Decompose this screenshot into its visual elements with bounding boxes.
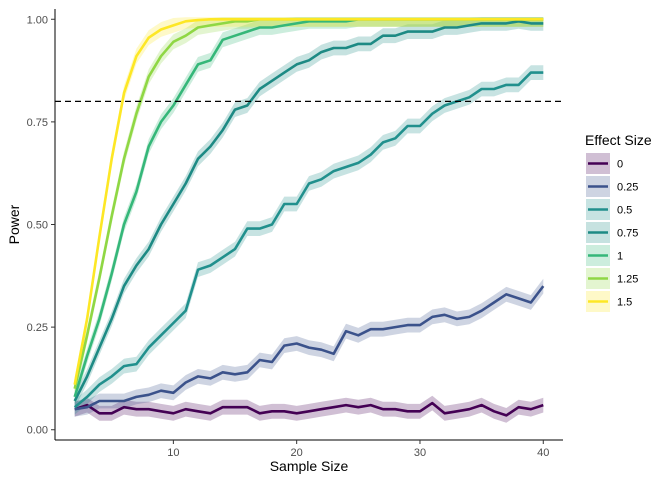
band-series-2: [74, 65, 544, 415]
x-tick-label: 20: [291, 447, 303, 459]
y-tick-label: 0.25: [27, 322, 48, 334]
x-axis-ticks: 10 20 30 40: [167, 440, 549, 459]
confidence-bands: [74, 17, 544, 423]
band-series-5: [74, 17, 544, 397]
line-series-4: [73, 17, 544, 398]
x-tick-label: 10: [167, 447, 179, 459]
band-series-6: [74, 17, 544, 392]
legend-label: 1: [617, 251, 623, 263]
legend-label: 0.5: [617, 205, 632, 217]
y-axis-title: Power: [6, 204, 22, 244]
y-axis-ticks: 0.00 0.25 0.50 0.75 1.00: [27, 14, 55, 437]
legend-title: Effect Size: [585, 132, 652, 148]
y-tick-label: 1.00: [27, 14, 48, 26]
legend-label: 1.25: [617, 274, 638, 286]
y-tick-label: 0.00: [27, 425, 48, 437]
line-series-2: [73, 71, 544, 409]
x-tick-label: 40: [537, 447, 549, 459]
legend-label: 0.25: [617, 182, 638, 194]
x-axis-title: Sample Size: [270, 458, 349, 474]
legend-label: 0: [617, 159, 623, 171]
x-tick-label: 30: [414, 447, 426, 459]
legend-label: 0.75: [617, 228, 638, 240]
line-series-6: [73, 17, 544, 385]
line-series-5: [73, 17, 544, 389]
line-series-0: [74, 401, 544, 417]
line-series-3: [73, 19, 544, 402]
series-lines: [73, 17, 545, 417]
line-series-1: [74, 285, 545, 411]
band-series-0: [74, 395, 544, 423]
legend-items: 0 0.25 0.5 0.75 1 1.25 1.5: [586, 153, 638, 312]
y-tick-label: 0.50: [27, 220, 48, 232]
legend: Effect Size 0 0.25 0.5 0.75 1 1.25 1.5: [585, 132, 652, 312]
y-tick-label: 0.75: [27, 117, 48, 129]
legend-label: 1.5: [617, 297, 632, 309]
